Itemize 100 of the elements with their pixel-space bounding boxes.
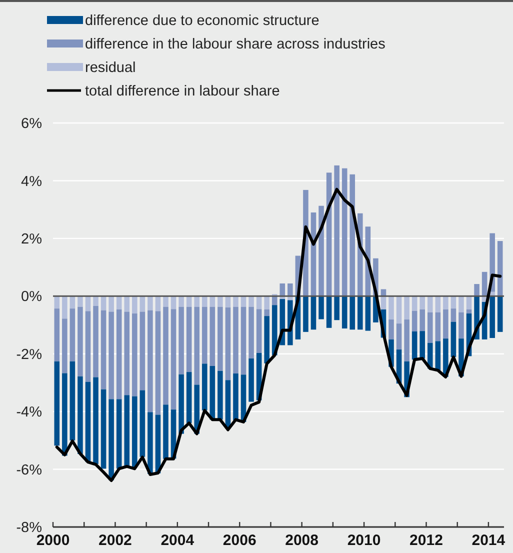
bar [210,366,216,420]
legend-label: difference in the labour share across industries [85,36,386,53]
bar [202,364,208,410]
bar [264,296,270,310]
bar [124,312,130,396]
bar [318,296,324,320]
bar [450,322,456,358]
bar [233,296,238,307]
bar [163,306,168,405]
bar [482,272,488,296]
bar [178,374,184,434]
bar [78,296,83,307]
bar [78,306,83,376]
bar [233,373,238,420]
bar [93,296,98,306]
bar [170,309,176,410]
bar [163,296,168,307]
bar [116,399,122,469]
bar [350,174,356,296]
bar [466,309,472,314]
bar [490,296,495,338]
y-tick-label: 6% [21,116,42,132]
bar [497,296,503,332]
bar [148,310,153,412]
bar [248,358,254,402]
bar [264,309,270,316]
bar [148,296,153,310]
bar [132,296,138,314]
bar [132,313,138,396]
bar [412,331,418,360]
x-tick-label: 2002 [98,532,132,549]
bar [100,296,106,310]
y-tick-label: -4% [16,404,42,421]
bar [132,396,138,467]
y-tick-label: 4% [21,174,42,190]
bar [310,296,316,330]
bar [350,296,356,330]
bar [474,284,480,296]
bar [202,296,208,307]
bar [248,306,254,358]
bar [288,283,293,296]
bar [155,311,161,415]
bar [248,296,254,307]
bar [435,341,441,371]
bar [388,320,394,340]
bar [443,296,448,310]
bar [412,296,418,311]
bar [218,370,223,420]
bar [148,412,153,474]
bar [326,296,332,328]
legend-label: residual [85,60,136,76]
bar [443,309,448,339]
bar [396,324,402,350]
x-tick-label: 2012 [410,532,443,549]
bar [342,296,348,328]
legend-label: difference due to economic structure [85,13,320,30]
bar [420,309,425,332]
bar [233,306,238,374]
bar [178,306,184,374]
bar [396,296,402,324]
bar [140,390,146,457]
legend-label: total difference in labour share [85,84,280,100]
bar [210,306,216,366]
bar [194,306,200,385]
bar [186,372,192,424]
bar [435,296,441,312]
bar [62,296,68,319]
x-tick-label: 2014 [472,532,506,549]
bar [420,296,425,310]
bar [342,168,348,296]
bar [365,296,371,331]
bar [404,320,410,362]
bar [318,206,324,296]
bar [240,306,246,375]
bar [85,311,91,382]
x-tick-label: 2000 [36,532,70,549]
bar [124,395,130,466]
bar [163,404,168,459]
x-tick-label: 2004 [160,532,195,549]
bar [404,296,410,320]
y-tick-label: 0% [21,289,42,306]
bar [202,306,208,364]
bar [124,296,130,312]
x-tick-label: 2006 [222,532,256,549]
bar [70,361,76,440]
y-tick-label: -2% [16,346,42,363]
line-series [55,188,502,482]
bar [100,310,106,390]
bar [334,165,340,296]
bar [256,309,262,353]
bar [497,241,503,296]
bar [108,312,114,400]
bar [303,296,308,332]
bar [78,376,83,454]
bar [62,373,68,456]
bar [388,296,394,320]
bar [178,296,184,307]
y-tick-label: -6% [16,462,42,478]
bar [218,296,223,307]
x-tick-label: 2010 [347,532,381,549]
